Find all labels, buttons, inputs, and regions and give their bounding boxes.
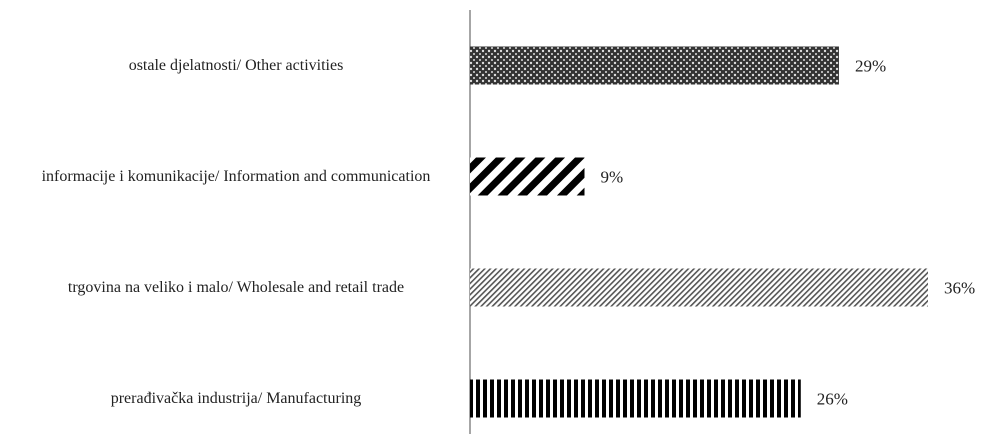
bar (470, 157, 585, 196)
category-label: prerađivačka industrija/ Manufacturing (110, 389, 362, 407)
bar (470, 268, 928, 307)
value-label: 29% (855, 56, 886, 75)
bar (470, 46, 839, 85)
value-label: 26% (817, 389, 848, 408)
category-label: trgovina na veliko i malo/ Wholesale and… (67, 278, 405, 296)
category-label: ostale djelatnosti/ Other activities (128, 56, 344, 74)
bar (470, 379, 801, 418)
value-label: 9% (601, 167, 624, 186)
value-label: 36% (944, 278, 975, 297)
category-label: informacije i komunikacije/ Information … (41, 167, 431, 185)
